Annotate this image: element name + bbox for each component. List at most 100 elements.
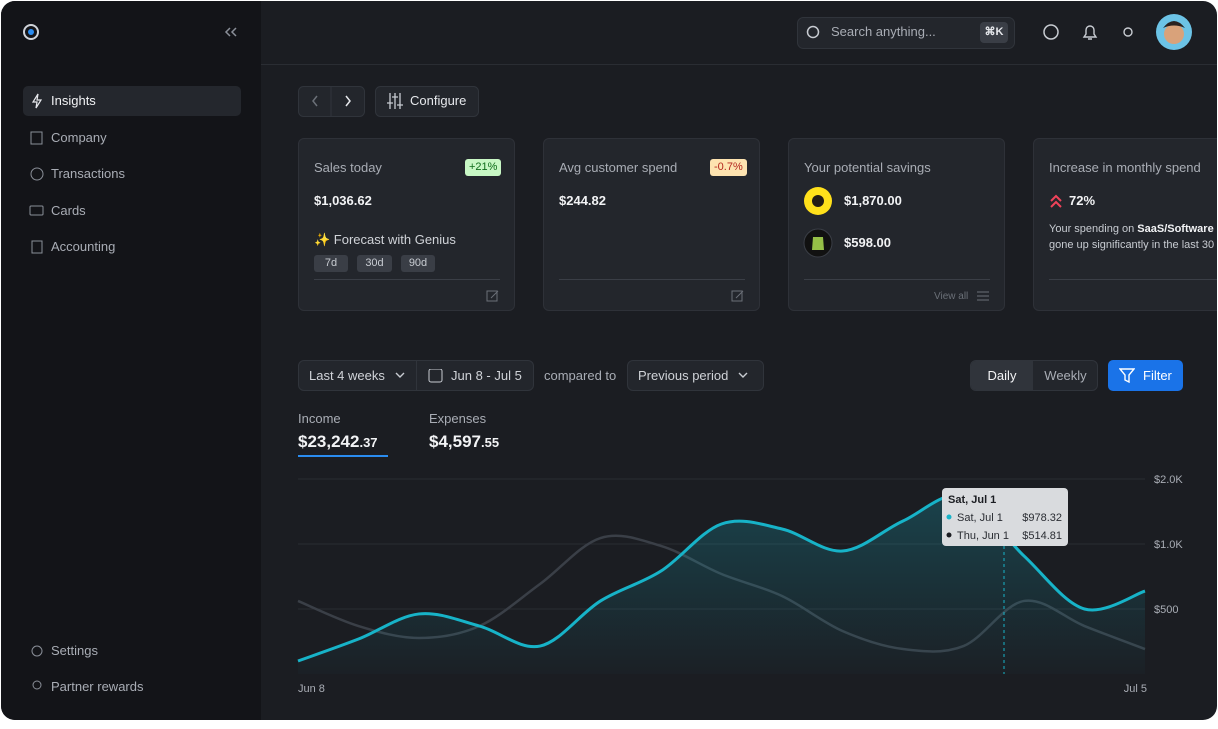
card-title: Increase in monthly spend: [1049, 160, 1201, 175]
tooltip-value: $514.81: [1022, 530, 1062, 542]
summary-amount: $23,242.37: [298, 431, 378, 454]
insights-icon: [31, 93, 43, 109]
filter-icons: [395, 369, 748, 383]
increase-icon: [1050, 194, 1062, 208]
logo-dot: [28, 29, 34, 35]
tooltip-title: Sat, Jul 1: [948, 494, 996, 506]
tooltip: Sat, Jul 1 Sat, Jul 1 $978.32 Thu, Jun 1 $51…: [942, 488, 1068, 546]
amount-cents: .00: [872, 235, 891, 250]
text: Your spending on: [1049, 223, 1138, 235]
tooltip-dot: [946, 514, 952, 520]
range-chip[interactable]: 30d: [357, 255, 392, 272]
configure-button[interactable]: [375, 86, 479, 117]
search-placeholder: Search anything...: [831, 24, 936, 39]
theme-icon[interactable]: [1123, 27, 1133, 37]
compared-label: compared to: [544, 368, 617, 383]
range-select[interactable]: Last 4 weeks: [309, 368, 385, 383]
sidebar: [1, 1, 261, 720]
card: Avg customer spend -0.7% $244.82: [543, 138, 760, 311]
amount-main: $244: [559, 193, 588, 208]
tooltip-dot: [946, 532, 952, 538]
divider: [559, 279, 745, 280]
rewards-icon: [32, 680, 42, 690]
nav-item[interactable]: Cards: [51, 203, 86, 218]
amount: $244.82: [559, 190, 606, 212]
search-icon: [806, 25, 820, 39]
amount: $1,870.00: [844, 190, 902, 212]
x-tick-label: Jun 8: [298, 683, 325, 695]
toggle-option[interactable]: Weekly: [1044, 368, 1087, 383]
summary-label[interactable]: Expenses: [429, 411, 487, 426]
filter-label[interactable]: Filter: [1143, 368, 1172, 383]
cards-icon: [29, 205, 44, 216]
collapse-icon[interactable]: [224, 27, 237, 37]
range-chip[interactable]: 7d: [314, 255, 348, 272]
range-chip[interactable]: 90d: [401, 255, 435, 272]
tooltip-label: Sat, Jul 1: [957, 512, 1003, 524]
card: Your potential savings $1,870.00 $598.00…: [788, 138, 1005, 311]
nav-item[interactable]: Settings: [51, 643, 98, 658]
toggle-option[interactable]: Daily: [987, 368, 1017, 383]
filter-icon: [1119, 368, 1135, 384]
y-tick-label: $500: [1154, 604, 1178, 616]
amount: $1,036.62: [314, 190, 372, 212]
nav-item[interactable]: Insights: [51, 93, 96, 108]
badge: +21%: [465, 159, 502, 176]
y-tick-label: $2.0K: [1154, 474, 1183, 486]
amount-cents: .55: [481, 435, 500, 450]
text: has gone up significantly in the last 30…: [1049, 223, 1217, 251]
forecast-link[interactable]: ✨ Forecast with Genius: [314, 232, 456, 247]
tooltip-value: $978.32: [1022, 512, 1062, 524]
y-tick-label: $1.0K: [1154, 539, 1183, 551]
view-all[interactable]: View all: [934, 291, 969, 302]
card-title: Sales today: [314, 160, 382, 175]
summary-label[interactable]: Income: [298, 411, 341, 426]
configure-icon: [387, 93, 403, 109]
x-tick-label: Jul 5: [1124, 683, 1147, 695]
amount: $598.00: [844, 232, 891, 254]
amount-cents: .62: [353, 193, 372, 208]
amount-cents: .37: [359, 435, 378, 450]
search-box[interactable]: [797, 17, 1015, 49]
nav-item[interactable]: Accounting: [51, 239, 116, 254]
card: Sales today +21% $1,036.62 ✨ Forecast wi…: [298, 138, 515, 311]
edit-icon[interactable]: [486, 289, 500, 303]
amount-main: $1,036: [314, 193, 354, 208]
company-icon: [30, 131, 43, 145]
filter-button[interactable]: [1108, 360, 1183, 391]
logo: [23, 24, 39, 40]
configure-label[interactable]: Configure: [410, 93, 467, 108]
next-button[interactable]: [345, 95, 351, 107]
bell-icon[interactable]: [1082, 25, 1098, 40]
nav-item[interactable]: Company: [51, 130, 107, 145]
accounting-icon: [31, 240, 43, 254]
topbar-divider: [261, 64, 1217, 65]
nav-active-bg: [23, 86, 241, 116]
nav-item[interactable]: Partner rewards: [51, 679, 144, 694]
amount-main: $23,242: [298, 432, 360, 451]
shopify-mark: [812, 237, 824, 250]
active-underline: [298, 455, 388, 457]
nav-item[interactable]: Transactions: [51, 166, 125, 181]
divider: [314, 279, 500, 280]
divider: [1049, 279, 1217, 280]
increase-amount: 72%: [1069, 193, 1096, 208]
amount-main: $4,597: [429, 432, 481, 451]
date-range[interactable]: Jun 8 - Jul 5: [451, 368, 522, 383]
shortcut-bg: [980, 22, 1008, 43]
card-title: Avg customer spend: [559, 160, 678, 175]
tooltip-bg: [942, 488, 1068, 546]
badge: -0.7%: [710, 159, 747, 176]
prev-button[interactable]: [312, 95, 318, 107]
help-icon[interactable]: [1043, 24, 1059, 40]
mailchimp-mark: [812, 195, 824, 207]
edit-icon[interactable]: [731, 289, 745, 303]
increase-text: Your spending on SaaS/Software has gone …: [1049, 221, 1217, 253]
toggle-active: [971, 361, 1033, 390]
period-label[interactable]: Previous period: [638, 368, 729, 383]
settings-icon: [31, 645, 43, 657]
avatar-hair: [1163, 21, 1185, 28]
